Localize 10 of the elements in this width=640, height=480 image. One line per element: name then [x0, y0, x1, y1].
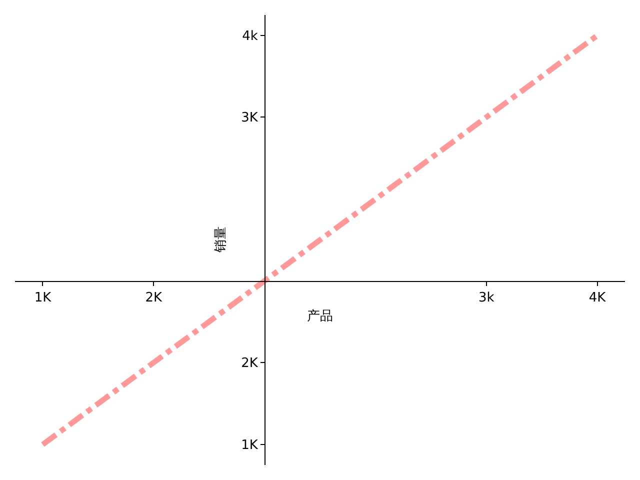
- annotation: 4k: [242, 29, 258, 44]
- x-tick-label: 4K: [588, 290, 606, 306]
- annotation: 2K: [241, 356, 258, 372]
- annotation: 1K: [241, 438, 258, 454]
- x-tick-label: 2K: [145, 290, 163, 306]
- y-axis-title: 销量: [214, 226, 229, 254]
- x-tick-label: 1K: [34, 290, 52, 306]
- x-tick-label: 3k: [478, 290, 495, 306]
- x-axis-title: 产品: [307, 309, 333, 324]
- annotation: 3K: [241, 110, 258, 126]
